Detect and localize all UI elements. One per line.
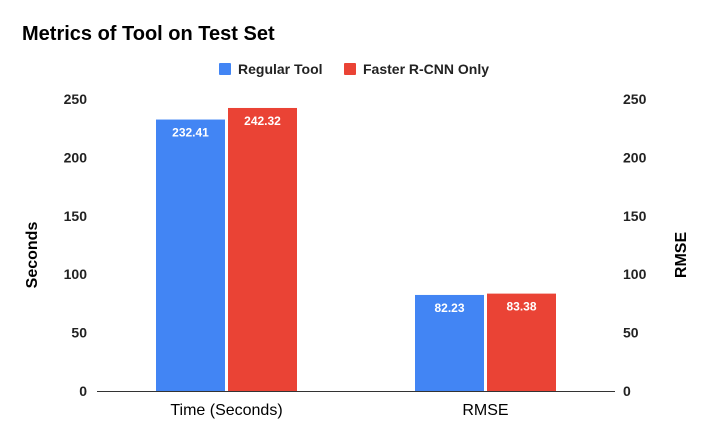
legend-label-faster-rcnn: Faster R-CNN Only <box>363 61 489 77</box>
y-axis-title-left: Seconds <box>24 222 41 289</box>
y-tick-right: 200 <box>623 149 647 165</box>
chart-title: Metrics of Tool on Test Set <box>22 23 275 45</box>
legend: Regular Tool Faster R-CNN Only <box>219 61 489 77</box>
x-category-label: Time (Seconds) <box>170 402 282 419</box>
bars <box>156 107 556 392</box>
legend-swatch-faster-rcnn <box>344 63 356 75</box>
y-tick-right: 50 <box>623 325 639 341</box>
legend-label-regular-tool: Regular Tool <box>238 61 323 77</box>
data-label: 82.23 <box>434 301 464 315</box>
bar-regular-tool-0 <box>156 119 225 392</box>
y-tick-right: 100 <box>623 266 647 282</box>
legend-swatch-regular-tool <box>219 63 231 75</box>
y-tick-right: 0 <box>623 383 631 399</box>
y-tick-left: 50 <box>71 325 87 341</box>
data-label: 242.32 <box>244 114 281 128</box>
y-tick-left: 0 <box>79 383 87 399</box>
y-tick-left: 200 <box>64 149 88 165</box>
data-label: 232.41 <box>172 126 209 140</box>
bar-regular-tool-1 <box>415 294 484 391</box>
bar-faster-r-cnn-only-0 <box>228 107 297 391</box>
y-tick-right: 150 <box>623 208 647 224</box>
y-axis-ticks-left: 0 50 100 150 200 250 <box>64 91 88 399</box>
y-axis-ticks-right: 0 50 100 150 200 250 <box>623 91 647 399</box>
y-tick-left: 100 <box>64 266 88 282</box>
y-tick-left: 150 <box>64 208 88 224</box>
x-category-label: RMSE <box>462 402 508 419</box>
data-labels: 232.41 242.32 82.23 83.38 <box>172 114 537 315</box>
y-axis-title-right: RMSE <box>673 232 690 279</box>
bar-faster-r-cnn-only-1 <box>487 293 556 391</box>
y-tick-left: 250 <box>64 91 88 107</box>
x-axis-categories: Time (Seconds) RMSE <box>170 402 508 419</box>
y-tick-right: 250 <box>623 91 647 107</box>
data-label: 83.38 <box>506 300 536 314</box>
